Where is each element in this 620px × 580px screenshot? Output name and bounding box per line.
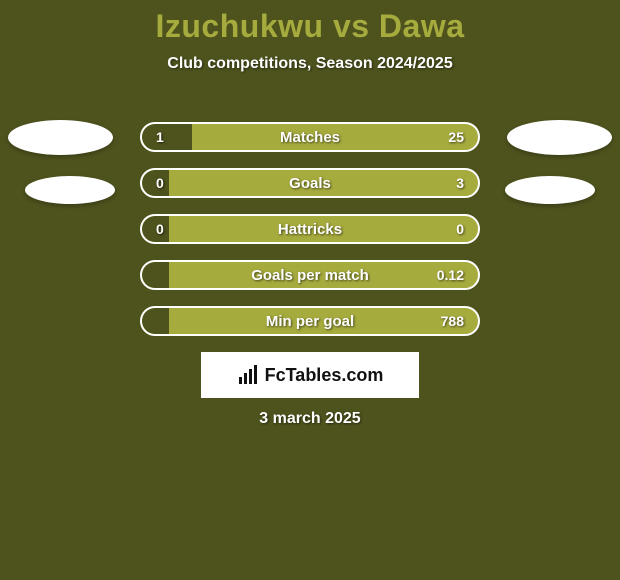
stat-row: 0Goals3 [140,168,480,198]
player1-name: Izuchukwu [155,8,323,44]
stat-rows: 1Matches250Goals30Hattricks0Goals per ma… [140,122,480,352]
branding-text: FcTables.com [265,365,384,386]
stat-right-value: 788 [441,308,464,334]
stat-row: 0Hattricks0 [140,214,480,244]
player2-badge-large [507,120,612,155]
page-title: Izuchukwu vs Dawa [0,0,620,45]
stat-label: Matches [142,124,478,150]
stat-right-value: 25 [448,124,464,150]
player1-badge-large [8,120,113,155]
branding-box: FcTables.com [201,352,419,398]
stat-row: 1Matches25 [140,122,480,152]
player1-badge-small [25,176,115,204]
stat-label: Goals per match [142,262,478,288]
stat-label: Goals [142,170,478,196]
stat-row: Goals per match0.12 [140,260,480,290]
player2-badge-small [505,176,595,204]
subtitle: Club competitions, Season 2024/2025 [0,55,620,73]
stat-label: Min per goal [142,308,478,334]
stat-right-value: 0.12 [437,262,464,288]
vs-text: vs [333,8,370,44]
player2-name: Dawa [379,8,465,44]
chart-icon [237,364,259,386]
comparison-card: Izuchukwu vs Dawa Club competitions, Sea… [0,0,620,580]
stat-right-value: 0 [456,216,464,242]
date-text: 3 march 2025 [0,410,620,428]
stat-label: Hattricks [142,216,478,242]
stat-row: Min per goal788 [140,306,480,336]
stat-right-value: 3 [456,170,464,196]
